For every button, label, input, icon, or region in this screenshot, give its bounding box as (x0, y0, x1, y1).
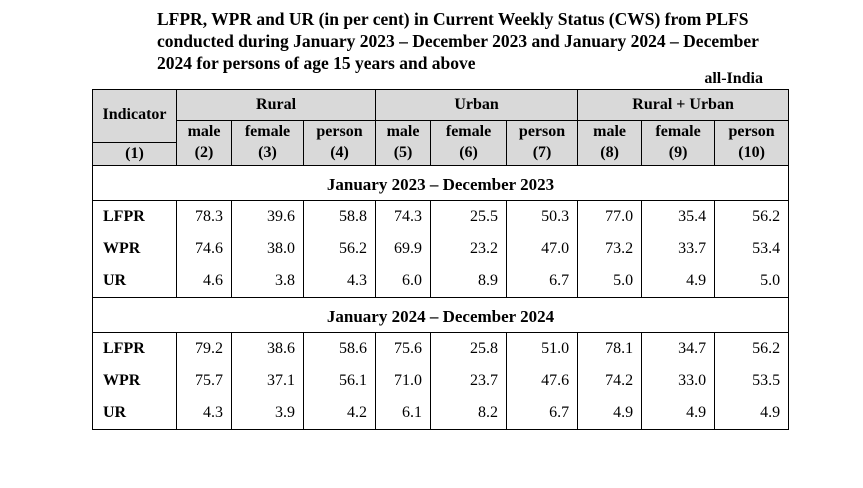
column-number: (4) (302, 142, 377, 166)
table-cell: 78.1 (577, 331, 643, 365)
indicator-header: Indicator (92, 89, 177, 143)
table-cell: 74.2 (577, 364, 643, 397)
indicator-label: WPR (92, 364, 177, 397)
table-cell: 56.2 (302, 232, 377, 265)
table-cell: 33.7 (641, 232, 716, 265)
table-cell: 51.0 (506, 331, 579, 365)
table-cell: 5.0 (714, 264, 790, 298)
table-cell: 74.3 (375, 199, 432, 233)
table-cell: 4.3 (176, 396, 232, 430)
table-cell: 74.6 (176, 232, 232, 265)
table-cell: 4.9 (714, 396, 790, 430)
table-cell: 77.0 (577, 199, 643, 233)
title-line-2: conducted during January 2023 – December… (157, 31, 759, 51)
group-header-urban: Urban (375, 89, 579, 121)
table-cell: 56.2 (714, 331, 790, 365)
table-cell: 3.9 (231, 396, 304, 430)
table-cell: 6.0 (375, 264, 432, 298)
table-cell: 38.0 (231, 232, 304, 265)
table-cell: 79.2 (176, 331, 232, 365)
period-header: January 2023 – December 2023 (91, 164, 790, 201)
table-cell: 6.7 (506, 396, 579, 430)
indicator-label: WPR (92, 232, 177, 265)
period-header: January 2024 – December 2024 (91, 296, 790, 333)
table-cell: 25.5 (430, 199, 508, 233)
column-number: (10) (714, 142, 790, 166)
table-cell: 53.5 (714, 364, 790, 397)
table-cell: 8.9 (430, 264, 508, 298)
table-cell: 38.6 (231, 331, 304, 365)
table-cell: 56.2 (714, 199, 790, 233)
sub-header: female (231, 120, 304, 142)
table-cell: 34.7 (641, 331, 716, 365)
title-line-3: 2024 for persons of age 15 years and abo… (157, 53, 476, 73)
table-cell: 4.9 (641, 396, 716, 430)
sub-header: male (577, 120, 643, 142)
table-cell: 53.4 (714, 232, 790, 265)
table-cell: 69.9 (375, 232, 432, 265)
title-line-1: LFPR, WPR and UR (in per cent) in Curren… (157, 9, 749, 29)
document-title: LFPR, WPR and UR (in per cent) in Curren… (157, 8, 817, 74)
table-cell: 33.0 (641, 364, 716, 397)
sub-header: person (714, 120, 790, 142)
table-cell: 4.9 (641, 264, 716, 298)
sub-header: person (302, 120, 377, 142)
table-cell: 8.2 (430, 396, 508, 430)
table-cell: 23.2 (430, 232, 508, 265)
table-cell: 73.2 (577, 232, 643, 265)
table-cell: 47.6 (506, 364, 579, 397)
indicator-label: LFPR (92, 199, 177, 233)
indicator-label: UR (92, 264, 177, 298)
sub-header: male (176, 120, 232, 142)
table-cell: 75.6 (375, 331, 432, 365)
indicator-label: UR (92, 396, 177, 430)
column-number: (6) (430, 142, 508, 166)
table-cell: 25.8 (430, 331, 508, 365)
column-number: (3) (231, 142, 304, 166)
table-cell: 4.9 (577, 396, 643, 430)
table-cell: 58.6 (302, 331, 377, 365)
column-number: (1) (92, 142, 177, 166)
table-cell: 4.3 (302, 264, 377, 298)
table-cell: 23.7 (430, 364, 508, 397)
table-cell: 47.0 (506, 232, 579, 265)
table-cell: 56.1 (302, 364, 377, 397)
group-header-rural: Rural (175, 89, 377, 121)
table-cell: 39.6 (231, 199, 304, 233)
table-cell: 37.1 (231, 364, 304, 397)
table-cell: 3.8 (231, 264, 304, 298)
sub-header: female (430, 120, 508, 142)
table-cell: 6.7 (506, 264, 579, 298)
table-cell: 75.7 (176, 364, 232, 397)
group-header-rural-urban: Rural + Urban (577, 89, 790, 121)
column-number: (8) (577, 142, 643, 166)
column-number: (9) (641, 142, 716, 166)
sub-header: male (375, 120, 432, 142)
table-cell: 50.3 (506, 199, 579, 233)
table-cell: 78.3 (176, 199, 232, 233)
table-cell: 71.0 (375, 364, 432, 397)
column-number: (5) (375, 142, 432, 166)
table-cell: 58.8 (302, 199, 377, 233)
table-cell: 4.6 (176, 264, 232, 298)
column-number: (2) (176, 142, 232, 166)
indicator-label: LFPR (92, 331, 177, 365)
region-label: all-India (704, 70, 763, 87)
table-cell: 4.2 (302, 396, 377, 430)
table-cell: 6.1 (375, 396, 432, 430)
statistics-table: Indicator Rural Urban Rural + Urban male… (91, 89, 790, 430)
sub-header: female (641, 120, 716, 142)
table-cell: 35.4 (641, 199, 716, 233)
table-cell: 5.0 (577, 264, 643, 298)
sub-header: person (506, 120, 579, 142)
column-number: (7) (506, 142, 579, 166)
